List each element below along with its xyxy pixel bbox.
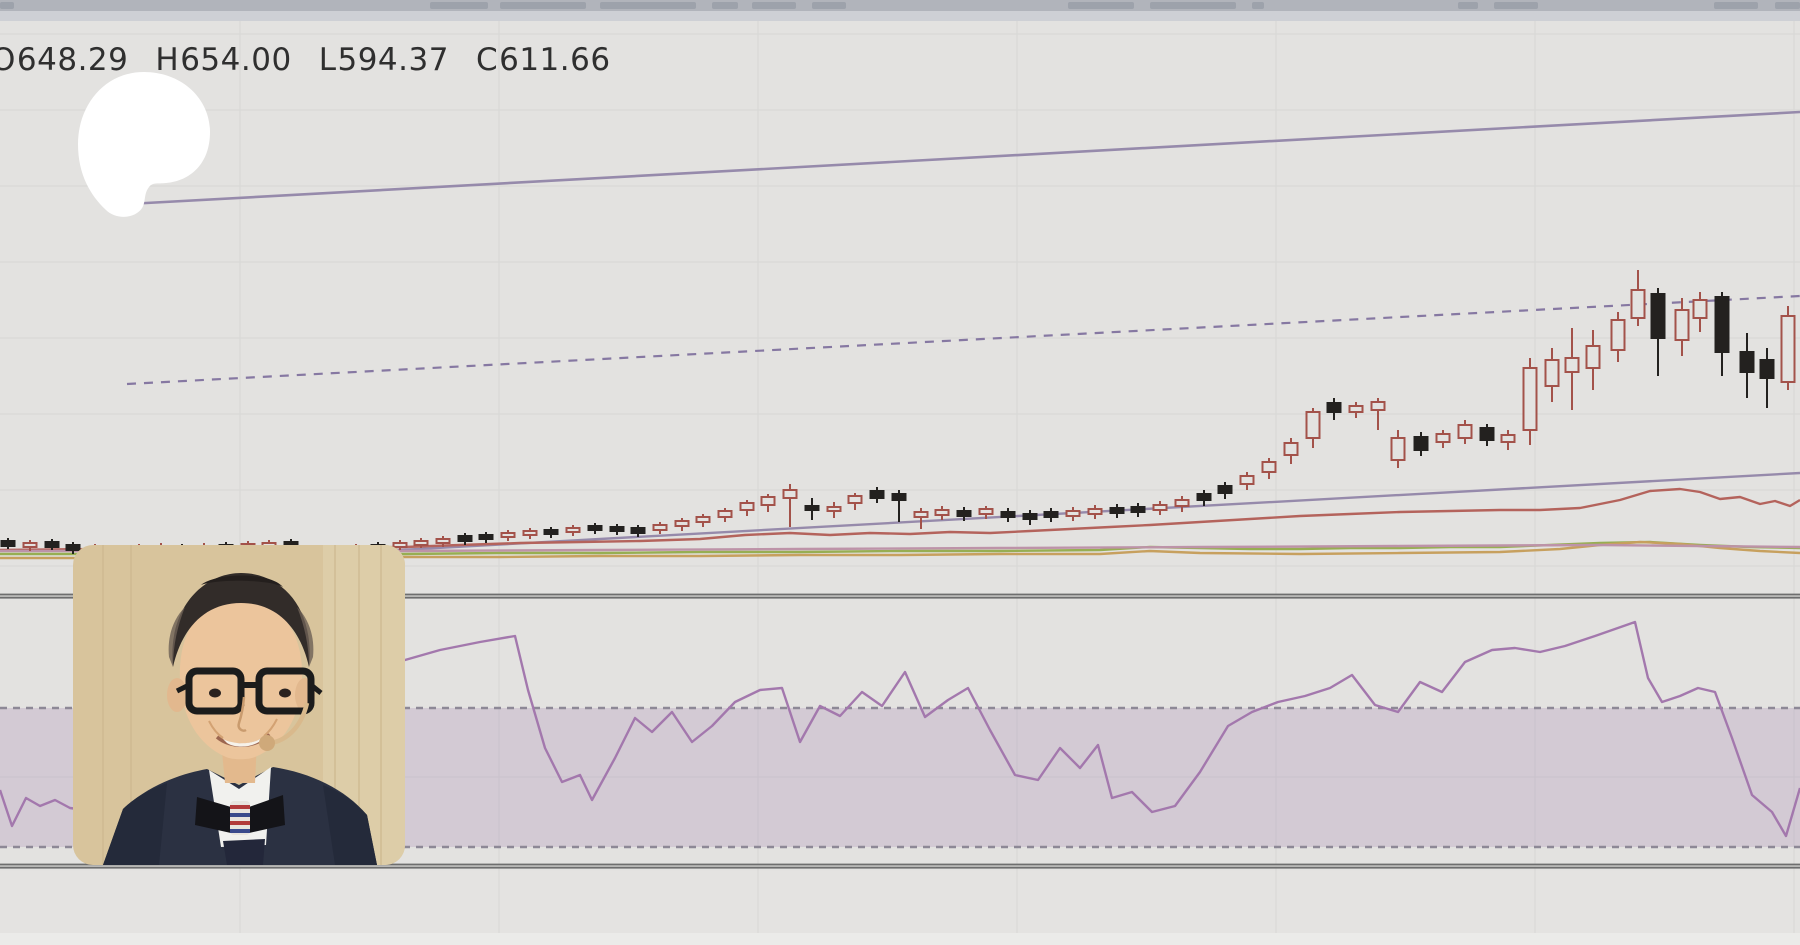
bottom-strip — [0, 933, 1800, 945]
pane-separator-top[interactable] — [0, 593, 1800, 599]
ohlc-high: H654.00 — [155, 42, 291, 78]
sub-strip — [0, 11, 1800, 21]
bottom-pane — [0, 871, 1800, 945]
high-value: 654.00 — [180, 42, 292, 78]
channel-upper-line — [127, 110, 1800, 206]
bow-tie — [195, 795, 285, 835]
candles — [0, 270, 1796, 557]
ohlc-legend: O648.29 H654.00 L594.37 C611.66 — [0, 42, 638, 78]
hair — [172, 573, 310, 667]
presenter-portrait — [73, 545, 405, 865]
ma-mauve — [0, 543, 1800, 553]
open-label: O — [0, 42, 16, 78]
pane-separator-bottom[interactable] — [0, 863, 1800, 869]
ma-green — [0, 540, 1800, 556]
top-strip-segments — [0, 2, 1800, 9]
open-value: 648.29 — [16, 42, 129, 78]
ohlc-open: O648.29 — [0, 42, 128, 78]
low-label: L — [318, 42, 337, 78]
glasses — [175, 667, 323, 715]
webcam-overlay — [73, 545, 405, 865]
low-value: 594.37 — [337, 42, 449, 78]
ma-khaki — [0, 540, 1800, 560]
close-value: 611.66 — [499, 42, 611, 78]
top-strip — [0, 0, 1800, 11]
close-label: C — [475, 42, 499, 78]
channel-middle-dashed-line — [126, 294, 1800, 386]
high-label: H — [155, 42, 180, 78]
patreon-logo-blob-icon — [78, 72, 210, 217]
ohlc-close: C611.66 — [476, 42, 611, 78]
ohlc-low: L594.37 — [319, 42, 449, 78]
ma-red — [0, 487, 1800, 552]
